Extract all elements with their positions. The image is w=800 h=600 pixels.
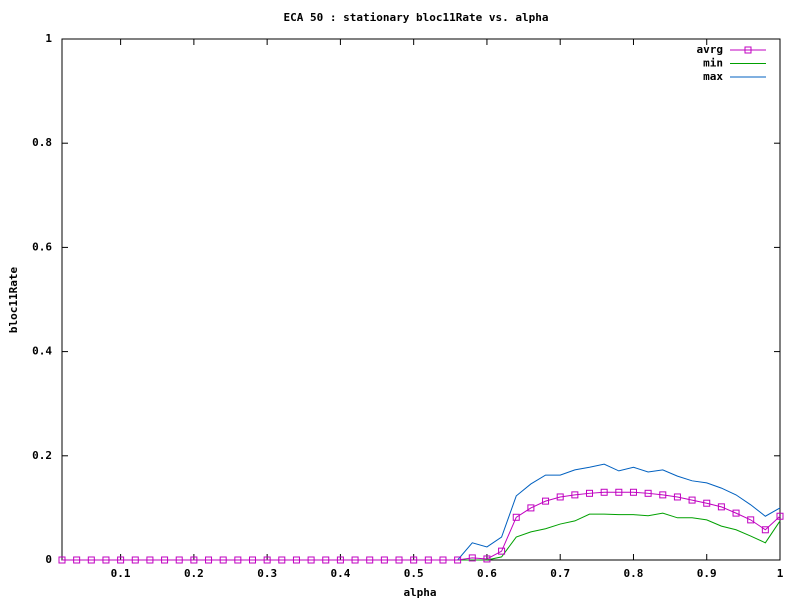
point-marker	[761, 526, 769, 534]
point-marker	[102, 556, 110, 564]
point-marker	[146, 556, 154, 564]
point-marker	[688, 496, 696, 504]
point-marker	[58, 556, 66, 564]
point-marker	[644, 489, 652, 497]
point-marker	[512, 513, 520, 521]
point-marker	[424, 556, 432, 564]
x-axis-label: alpha	[403, 586, 436, 599]
point-marker	[673, 493, 681, 501]
y-tick-label: 0.4	[32, 345, 52, 358]
point-marker	[336, 556, 344, 564]
x-tick-label: 0.1	[111, 567, 131, 580]
point-marker	[542, 497, 550, 505]
point-marker	[366, 556, 374, 564]
x-tick-label: 0.5	[404, 567, 424, 580]
point-marker	[483, 555, 491, 563]
point-marker	[117, 556, 125, 564]
y-tick-label: 0.6	[32, 240, 52, 253]
point-marker	[659, 491, 667, 499]
x-tick-label: 0.8	[624, 567, 644, 580]
point-marker	[498, 547, 506, 555]
chart-title: ECA 50 : stationary bloc11Rate vs. alpha	[284, 11, 549, 24]
x-tick-label: 0.2	[184, 567, 204, 580]
x-tick-label: 0.4	[330, 567, 350, 580]
point-marker	[439, 556, 447, 564]
point-marker	[732, 509, 740, 517]
point-marker	[747, 516, 755, 524]
y-axis-label: bloc11Rate	[7, 267, 20, 334]
legend-label: min	[703, 57, 723, 70]
point-marker	[454, 556, 462, 564]
point-marker	[586, 489, 594, 497]
point-marker	[351, 556, 359, 564]
point-marker	[307, 556, 315, 564]
y-tick-label: 0	[45, 553, 52, 566]
x-tick-label: 0.6	[477, 567, 497, 580]
point-marker	[263, 556, 271, 564]
x-tick-label: 0.9	[697, 567, 717, 580]
x-tick-label: 0.3	[257, 567, 277, 580]
x-tick-label: 0.7	[550, 567, 570, 580]
point-marker	[131, 556, 139, 564]
point-marker	[190, 556, 198, 564]
point-marker	[175, 556, 183, 564]
point-marker	[629, 488, 637, 496]
legend-marker	[744, 46, 752, 54]
point-marker	[556, 493, 564, 501]
y-tick-label: 1	[45, 32, 52, 45]
point-marker	[615, 488, 623, 496]
point-marker	[703, 499, 711, 507]
point-marker	[322, 556, 330, 564]
point-marker	[73, 556, 81, 564]
point-marker	[380, 556, 388, 564]
y-tick-label: 0.2	[32, 449, 52, 462]
y-tick-label: 0.8	[32, 136, 52, 149]
point-marker	[410, 556, 418, 564]
point-marker	[219, 556, 227, 564]
point-marker	[395, 556, 403, 564]
point-marker	[278, 556, 286, 564]
point-marker	[571, 491, 579, 499]
point-marker	[600, 488, 608, 496]
x-tick-label: 1	[777, 567, 784, 580]
point-marker	[87, 556, 95, 564]
point-marker	[468, 554, 476, 562]
point-marker	[205, 556, 213, 564]
point-marker	[161, 556, 169, 564]
point-marker	[717, 503, 725, 511]
point-marker	[527, 504, 535, 512]
point-marker	[776, 512, 784, 520]
legend-label: max	[703, 70, 723, 83]
point-marker	[248, 556, 256, 564]
legend-label: avrg	[697, 43, 724, 56]
point-marker	[234, 556, 242, 564]
series-line	[62, 491, 781, 561]
point-marker	[292, 556, 300, 564]
